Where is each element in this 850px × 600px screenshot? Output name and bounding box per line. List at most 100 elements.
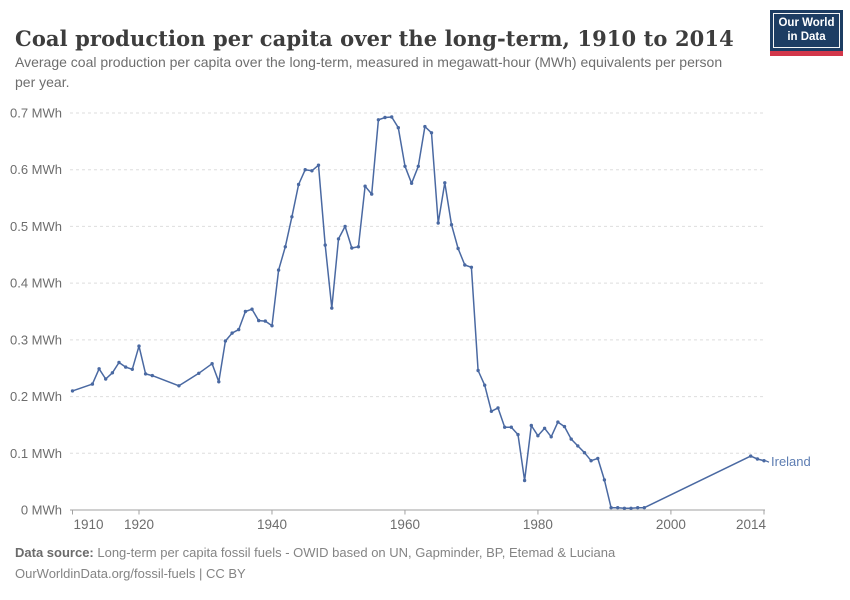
line-chart[interactable]: 0 MWh 0.1 MWh 0.2 MWh 0.3 MWh 0.4 MWh 0.5 MWh… bbox=[0, 95, 850, 540]
data-point bbox=[263, 319, 267, 323]
entity-label-connector bbox=[765, 460, 770, 463]
data-point bbox=[443, 181, 447, 185]
data-point bbox=[137, 344, 141, 348]
data-point bbox=[409, 181, 414, 185]
data-point bbox=[483, 383, 487, 387]
data-point bbox=[370, 192, 374, 196]
data-point bbox=[97, 367, 101, 371]
data-point bbox=[463, 263, 467, 267]
data-point bbox=[303, 168, 307, 172]
data-point bbox=[143, 372, 148, 376]
data-point bbox=[376, 118, 381, 122]
data-point bbox=[749, 454, 753, 458]
chart-footer: Data source: Long-term per capita fossil… bbox=[15, 542, 835, 584]
data-point bbox=[609, 506, 613, 510]
data-point bbox=[217, 380, 221, 384]
data-point bbox=[529, 423, 533, 428]
data-point bbox=[290, 215, 294, 219]
owid-logo-line2: in Data bbox=[787, 30, 826, 43]
x-tick-label: 2000 bbox=[656, 517, 686, 532]
data-point bbox=[323, 243, 327, 247]
data-point bbox=[257, 318, 261, 323]
data-point bbox=[330, 306, 334, 310]
chart-subtitle: Average coal production per capita over … bbox=[15, 54, 723, 90]
x-tick-label: 1910 bbox=[74, 517, 104, 532]
data-point bbox=[429, 131, 434, 135]
data-point bbox=[177, 384, 181, 388]
data-point bbox=[230, 331, 234, 335]
data-point bbox=[237, 327, 241, 332]
data-point bbox=[469, 265, 474, 269]
data-point bbox=[270, 324, 274, 328]
data-point bbox=[70, 389, 75, 393]
data-point bbox=[509, 425, 513, 429]
data-point bbox=[390, 115, 394, 119]
data-point bbox=[350, 246, 354, 250]
data-point bbox=[396, 126, 400, 130]
footer-license-link[interactable]: OurWorldinData.org/fossil-fuels | CC BY bbox=[15, 566, 246, 581]
data-point bbox=[243, 309, 248, 314]
data-point bbox=[536, 434, 540, 438]
y-tick-label: 0.6 MWh bbox=[10, 162, 62, 177]
footer-datasource: Data source: Long-term per capita fossil… bbox=[15, 542, 835, 563]
data-point bbox=[602, 478, 607, 482]
x-tick-label: 2014 bbox=[736, 517, 767, 532]
data-point bbox=[336, 237, 341, 241]
data-point bbox=[316, 163, 321, 167]
x-tick-label: 1980 bbox=[523, 517, 553, 532]
y-tick-label: 0.4 MWh bbox=[10, 276, 62, 291]
data-point bbox=[250, 307, 254, 311]
data-point bbox=[522, 478, 527, 483]
data-point bbox=[542, 426, 547, 430]
data-point bbox=[283, 245, 287, 249]
data-point bbox=[130, 367, 134, 371]
page-title: Coal production per capita over the long… bbox=[15, 26, 734, 52]
data-point bbox=[296, 182, 301, 187]
data-point bbox=[343, 224, 347, 229]
data-point bbox=[363, 184, 367, 188]
data-point bbox=[423, 124, 427, 129]
data-point bbox=[210, 362, 214, 366]
data-point bbox=[489, 409, 494, 413]
series-line-ireland bbox=[71, 116, 765, 510]
data-point bbox=[403, 164, 407, 168]
data-point bbox=[197, 371, 201, 375]
data-point bbox=[449, 223, 454, 227]
datasource-text: Long-term per capita fossil fuels - OWID… bbox=[93, 545, 616, 560]
data-point bbox=[762, 459, 766, 463]
y-tick-label: 0.5 MWh bbox=[10, 219, 62, 234]
data-point bbox=[549, 435, 553, 439]
data-point bbox=[90, 382, 95, 386]
owid-logo[interactable]: Our World in Data bbox=[770, 10, 843, 56]
data-point bbox=[310, 169, 314, 173]
owid-logo-text: Our World in Data bbox=[773, 13, 840, 48]
y-tick-label: 0 MWh bbox=[21, 503, 62, 518]
data-point bbox=[124, 365, 128, 369]
data-point bbox=[636, 506, 640, 510]
data-point bbox=[642, 506, 646, 510]
data-point bbox=[456, 246, 460, 251]
data-point bbox=[562, 424, 567, 429]
y-tick-label: 0.7 MWh bbox=[10, 106, 62, 121]
x-tick-label: 1940 bbox=[257, 517, 287, 532]
data-point bbox=[496, 406, 500, 410]
data-point bbox=[616, 506, 620, 510]
data-point bbox=[150, 373, 154, 378]
data-point bbox=[383, 115, 387, 120]
entity-label-ireland: Ireland bbox=[771, 454, 811, 469]
y-tick-label: 0.3 MWh bbox=[10, 332, 62, 347]
data-point bbox=[104, 377, 108, 381]
data-point bbox=[416, 164, 420, 168]
data-point bbox=[476, 368, 480, 373]
data-point bbox=[582, 451, 587, 455]
data-point bbox=[276, 268, 281, 272]
data-point bbox=[622, 506, 627, 510]
y-tick-label: 0.1 MWh bbox=[10, 446, 62, 461]
data-point bbox=[223, 339, 228, 343]
datasource-label: Data source: bbox=[15, 545, 94, 560]
data-point bbox=[117, 360, 121, 365]
data-point bbox=[629, 506, 633, 510]
data-point bbox=[516, 432, 520, 437]
data-point bbox=[356, 245, 361, 249]
